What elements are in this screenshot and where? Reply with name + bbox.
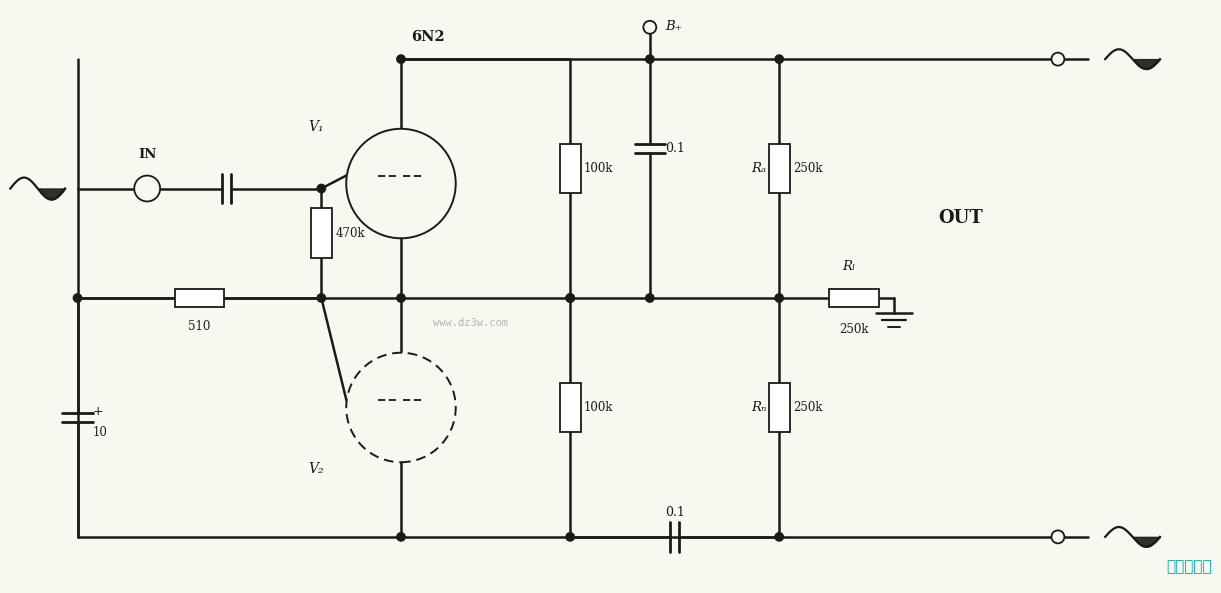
Circle shape [567, 533, 574, 541]
Text: 6N2: 6N2 [411, 30, 444, 44]
Circle shape [775, 533, 784, 541]
Circle shape [73, 294, 82, 302]
Circle shape [397, 294, 405, 302]
Text: 100k: 100k [584, 162, 614, 175]
Circle shape [567, 294, 574, 302]
Bar [769, 144, 790, 193]
Text: 250k: 250k [794, 401, 823, 414]
Text: 510: 510 [188, 320, 210, 333]
Text: 250k: 250k [794, 162, 823, 175]
Text: 470k: 470k [336, 227, 365, 240]
Circle shape [775, 294, 784, 302]
Circle shape [567, 294, 574, 302]
Text: Rₐ: Rₐ [751, 162, 767, 175]
Text: 0.1: 0.1 [664, 142, 685, 155]
Circle shape [134, 176, 160, 202]
Text: V₂: V₂ [309, 462, 325, 476]
Text: Rₙ: Rₙ [751, 401, 767, 414]
Circle shape [775, 55, 784, 63]
Text: V₁: V₁ [309, 120, 325, 134]
Circle shape [1051, 53, 1065, 66]
Text: B₊: B₊ [664, 20, 681, 33]
Circle shape [646, 55, 654, 63]
Bar [769, 382, 790, 432]
Circle shape [646, 294, 654, 302]
Bar [175, 289, 225, 307]
Circle shape [317, 184, 326, 193]
Circle shape [397, 55, 405, 63]
Text: IN: IN [138, 148, 156, 161]
Circle shape [643, 21, 656, 34]
Text: 100k: 100k [584, 401, 614, 414]
Text: 10: 10 [93, 426, 107, 439]
Text: +: + [93, 405, 103, 418]
Circle shape [397, 533, 405, 541]
Text: 0.1: 0.1 [664, 506, 685, 519]
Circle shape [347, 129, 455, 238]
Circle shape [317, 294, 326, 302]
Text: www.dz3w.com: www.dz3w.com [433, 318, 508, 328]
Text: 250k: 250k [839, 323, 868, 336]
Text: OUT: OUT [939, 209, 983, 227]
Bar [559, 144, 581, 193]
Bar [559, 382, 581, 432]
Circle shape [347, 353, 455, 462]
Text: Rₗ: Rₗ [842, 260, 856, 273]
Bar [829, 289, 879, 307]
Text: 自动秒链接: 自动秒链接 [1166, 559, 1212, 573]
Bar [311, 208, 332, 258]
Circle shape [1051, 530, 1065, 543]
